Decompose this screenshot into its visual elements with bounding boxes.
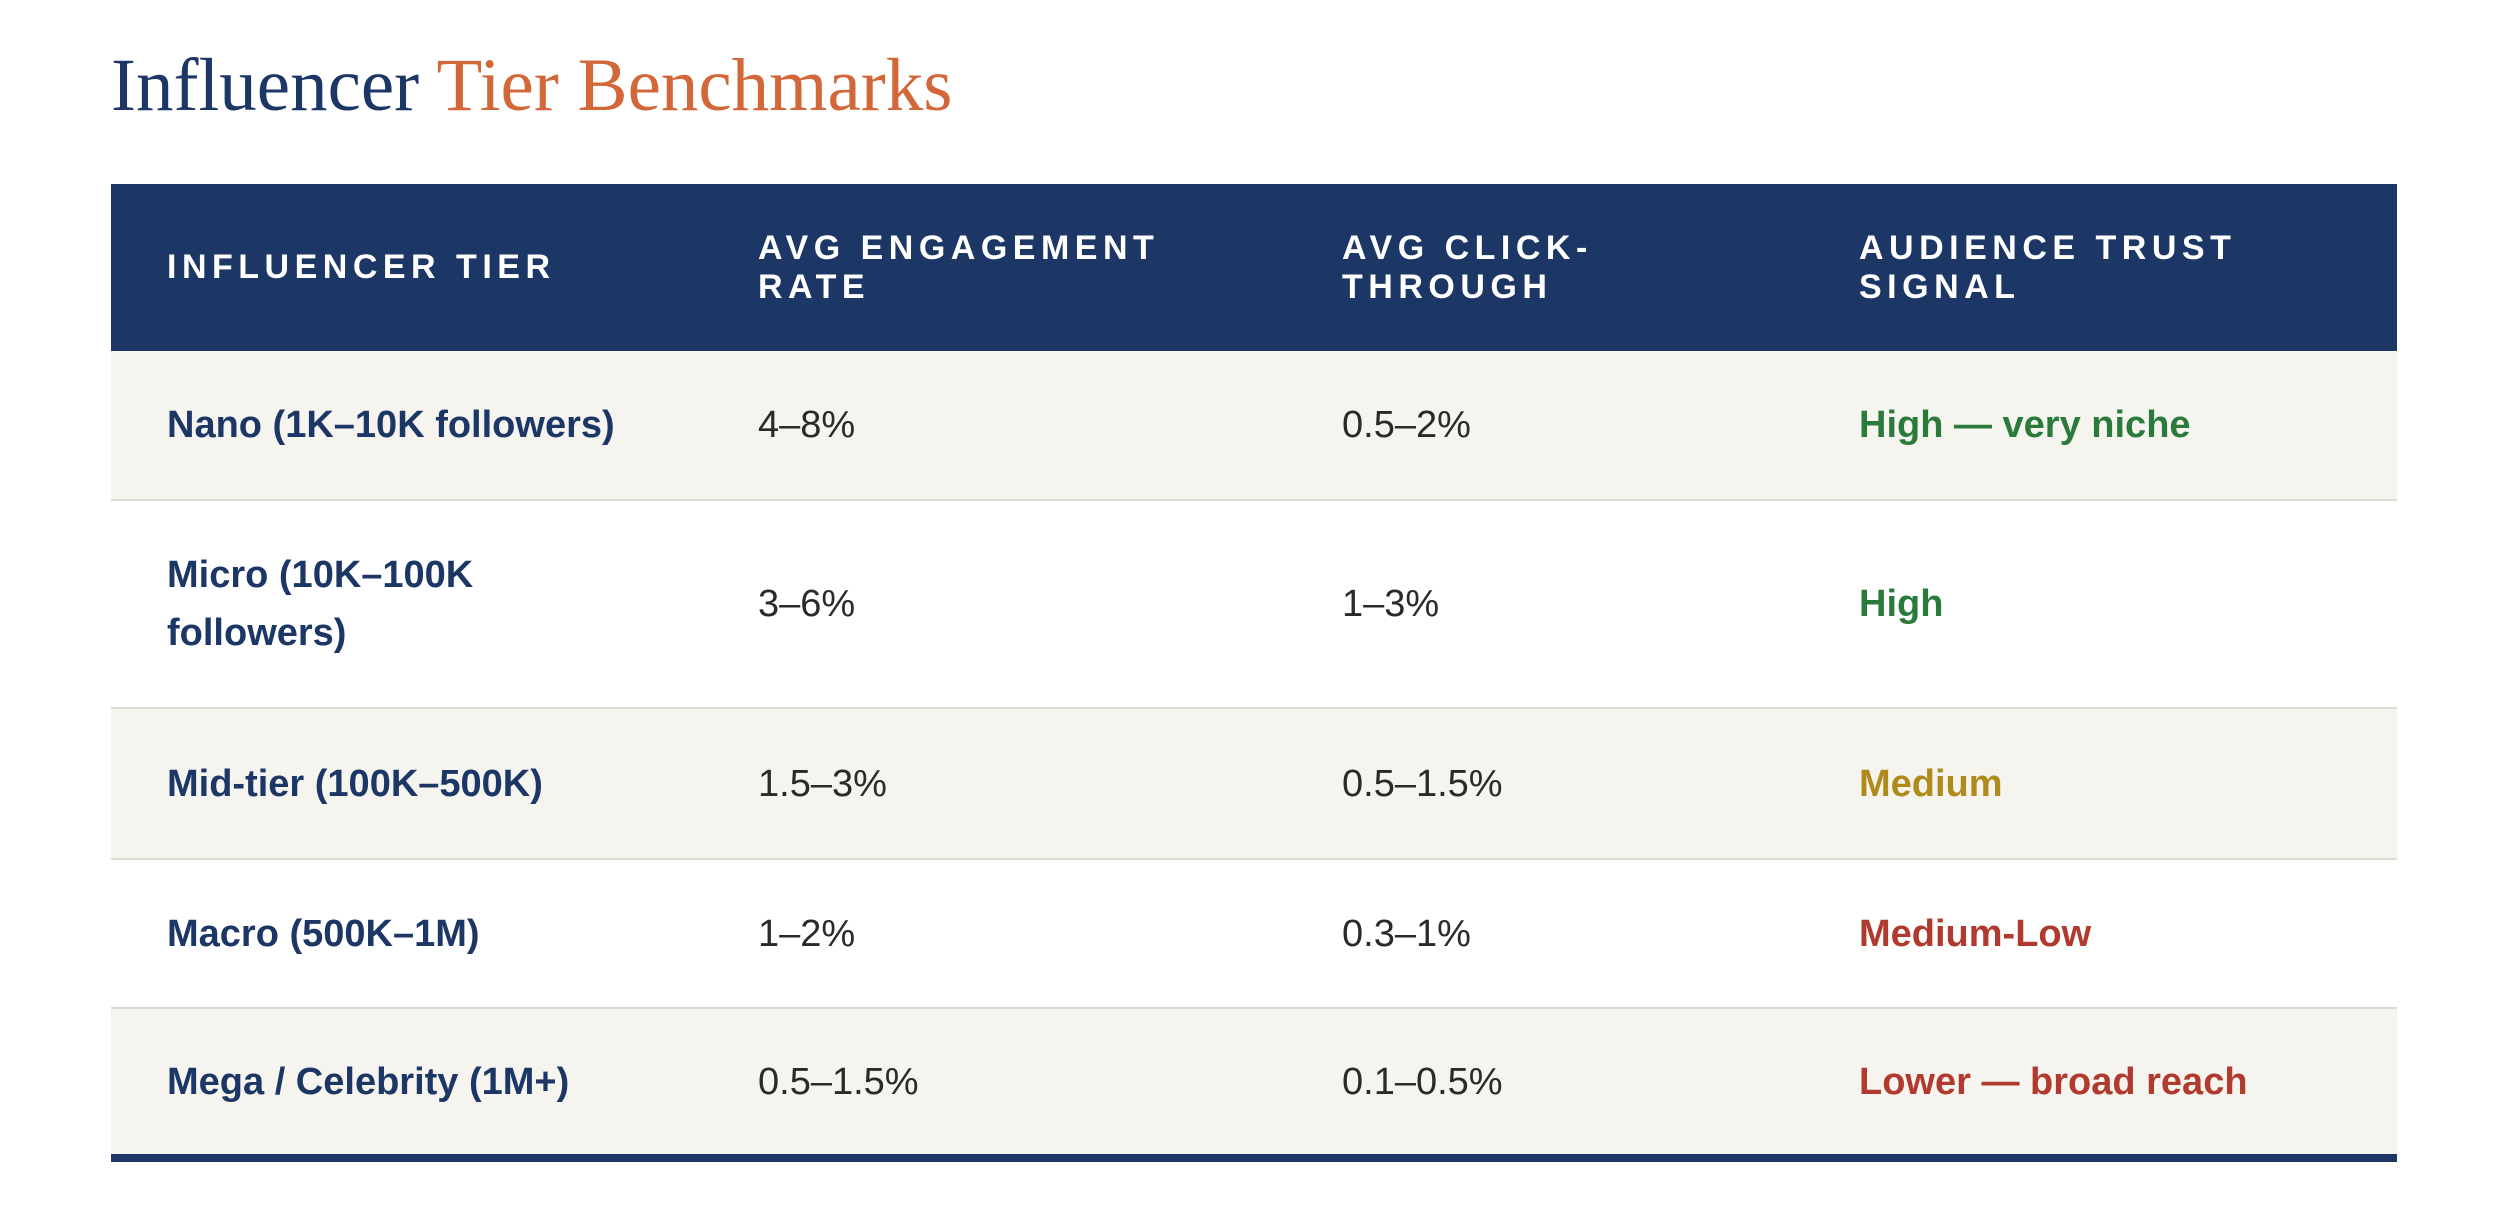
- engagement-cell: 4–8%: [758, 404, 856, 446]
- tier-cell: Nano (1K–10K followers): [167, 404, 615, 446]
- ctr-cell: 1–3%: [1342, 583, 1440, 625]
- title-primary: Influencer: [111, 44, 437, 127]
- engagement-cell: 1–2%: [758, 912, 856, 955]
- table-body: Nano (1K–10K followers) 4–8% 0.5–2% High…: [111, 351, 2397, 1158]
- header-avg-engagement-rate: AVG ENGAGEMENT RATE: [758, 228, 1160, 306]
- trust-cell: Medium-Low: [1859, 912, 2092, 955]
- ctr-cell: 0.3–1%: [1342, 912, 1471, 955]
- benchmark-table-container: INFLUENCER TIER AVG ENGAGEMENT RATE AVG …: [111, 184, 2397, 1162]
- ctr-cell: 0.5–1.5%: [1342, 762, 1503, 805]
- tier-cell: Mid-tier (100K–500K): [167, 762, 543, 805]
- ctr-cell: 0.5–2%: [1342, 404, 1471, 446]
- trust-cell: High: [1859, 583, 1944, 625]
- trust-cell: High — very niche: [1859, 404, 2191, 446]
- tier-cell: Macro (500K–1M): [167, 912, 480, 955]
- table-header: INFLUENCER TIER AVG ENGAGEMENT RATE AVG …: [111, 184, 2397, 351]
- header-audience-trust-signal: AUDIENCE TRUST SIGNAL: [1859, 228, 2237, 306]
- trust-cell: Lower — broad reach: [1859, 1060, 2248, 1103]
- engagement-cell: 3–6%: [758, 583, 856, 625]
- benchmark-table: INFLUENCER TIER AVG ENGAGEMENT RATE AVG …: [111, 184, 2397, 1162]
- table-row: Nano (1K–10K followers) 4–8% 0.5–2% High…: [111, 351, 2397, 500]
- trust-cell: Medium: [1859, 762, 2003, 805]
- engagement-cell: 0.5–1.5%: [758, 1060, 919, 1103]
- tier-cell: Micro (10K–100K followers): [167, 554, 474, 654]
- table-row: Micro (10K–100K followers) 3–6% 1–3% Hig…: [111, 500, 2397, 708]
- ctr-cell: 0.1–0.5%: [1342, 1060, 1503, 1103]
- engagement-cell: 1.5–3%: [758, 762, 887, 805]
- header-influencer-tier: INFLUENCER TIER: [167, 248, 556, 286]
- page-title: Influencer Tier Benchmarks: [111, 38, 952, 134]
- tier-cell: Mega / Celebrity (1M+): [167, 1060, 570, 1103]
- table-row: Mid-tier (100K–500K) 1.5–3% 0.5–1.5% Med…: [111, 708, 2397, 859]
- header-row: INFLUENCER TIER AVG ENGAGEMENT RATE AVG …: [111, 184, 2397, 351]
- table-row: Mega / Celebrity (1M+) 0.5–1.5% 0.1–0.5%…: [111, 1008, 2397, 1158]
- table-row: Macro (500K–1M) 1–2% 0.3–1% Medium-Low: [111, 859, 2397, 1008]
- header-avg-click-through: AVG CLICK-THROUGH: [1342, 228, 1593, 306]
- title-accent: Tier Benchmarks: [436, 44, 953, 127]
